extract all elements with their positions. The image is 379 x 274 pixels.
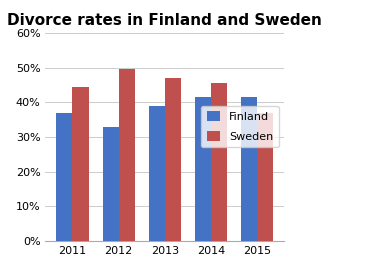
Bar xyxy=(165,78,181,241)
Bar xyxy=(257,113,273,241)
Bar xyxy=(56,113,72,241)
Legend: Finland, Sweden: Finland, Sweden xyxy=(201,106,279,147)
Bar xyxy=(102,127,119,241)
Bar xyxy=(241,97,257,241)
Bar xyxy=(72,87,89,241)
Bar xyxy=(149,106,165,241)
Bar xyxy=(195,97,211,241)
Title: Divorce rates in Finland and Sweden: Divorce rates in Finland and Sweden xyxy=(8,13,322,28)
Bar xyxy=(211,83,227,241)
Bar xyxy=(119,69,135,241)
